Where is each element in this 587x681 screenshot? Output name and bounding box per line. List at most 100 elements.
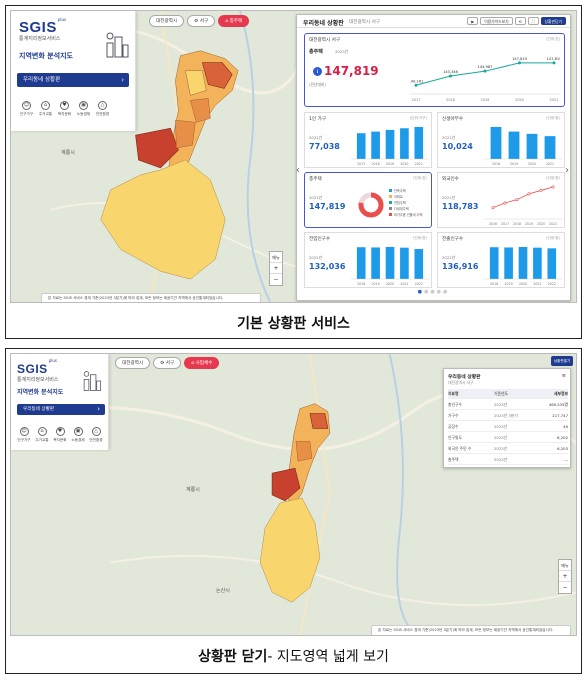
- tab-indicator[interactable]: ⌂ 사업체수: [184, 357, 220, 369]
- row-label: 총주택: [448, 457, 459, 462]
- choropleth-districts-wide: [259, 403, 331, 603]
- bar: [526, 133, 538, 159]
- dashboard-title: 우리동네 상황판: [303, 20, 344, 27]
- zoom-out-button[interactable]: −: [273, 276, 279, 283]
- data-point: [552, 61, 556, 65]
- tick-label: 2021: [549, 222, 557, 226]
- indicator-card[interactable]: 외국인수 (단위:명) 2021년 118,783 2016 2017 2018 201…: [437, 172, 565, 228]
- donut-slice: [358, 192, 384, 218]
- tick-label: 2016: [489, 222, 497, 226]
- legend-label: 비거주용 건물내 주택: [394, 212, 422, 217]
- left-panel: SGISplus 통계지리정보서비스 지역변화 분석지도 우리동네 상황판 › ☺…: [11, 11, 136, 131]
- zoom-out-button[interactable]: −: [562, 584, 568, 591]
- heart-icon: ♥: [60, 101, 69, 110]
- zoom-in-button[interactable]: +: [559, 571, 571, 582]
- tick-label: 2021: [400, 282, 408, 286]
- heart-icon: ♥: [55, 427, 65, 436]
- data-point: [551, 185, 555, 189]
- play-button[interactable]: ▶: [467, 17, 479, 25]
- category-toolbar: ☺ 인구가구 ⌂ 주거교통 ♥ 복지문화 ▣ 노동경제 △ 안전환경: [17, 101, 112, 117]
- indicator-card[interactable]: 총주택 (단위:호) 2021년 147,819 단독주택 아파트 연립주택 다세대주택…: [304, 172, 432, 228]
- tab-city[interactable]: 대전광역시: [149, 15, 185, 27]
- tab-city[interactable]: 대전광역시: [115, 357, 151, 369]
- data-point: [539, 188, 543, 192]
- status-table-header: 지표명 기준년도 세부정보: [448, 389, 568, 399]
- fullscreen-icon[interactable]: ⛶: [527, 17, 539, 25]
- card-title: 외국인수: [442, 177, 459, 182]
- status-table-row: 총인구수 2023년 469,535명: [448, 400, 568, 410]
- tool-safety[interactable]: △ 안전환경: [89, 427, 103, 442]
- tool-safety[interactable]: △ 안전환경: [95, 101, 110, 116]
- status-panel: 우리동네 상황판 대전광역시 서구 ≡ 지표명 기준년도 세부정보 총인구수 2023년…: [443, 368, 571, 468]
- tick-label: 2017: [412, 98, 421, 102]
- data-point: [503, 201, 507, 205]
- status-table-row: 가구수 2023년 3분기 217,747: [448, 411, 568, 421]
- region-tabs: 대전광역시 ⚙ 서구 ⌂ 총주택: [149, 15, 250, 27]
- bar: [414, 249, 424, 279]
- next-arrow-icon[interactable]: ›: [565, 165, 569, 176]
- row-value: 6,203: [557, 446, 568, 451]
- open-dashboard-button[interactable]: 상황판열기: [551, 356, 573, 366]
- row-value: 49: [563, 424, 568, 429]
- menu-icon[interactable]: ≡: [561, 373, 566, 379]
- warning-icon: △: [91, 427, 101, 436]
- status-table-row: 외국인 주민 수 2023년 6,203: [448, 444, 568, 454]
- neighborhood-dashboard-button[interactable]: 우리동네 상황판 ›: [17, 404, 105, 415]
- zoom-menu-button[interactable]: 메뉴: [270, 252, 282, 263]
- main-year: 2023년: [335, 49, 349, 54]
- indicator-card[interactable]: 전출인구수 (단위:명) 2022년 136,916 2018 2019 2020 20…: [437, 232, 565, 288]
- legend-label: 아파트: [394, 194, 403, 199]
- tab-district[interactable]: ⚙ 서구: [187, 15, 216, 27]
- legend-label: 단독주택: [394, 188, 406, 193]
- row-year: 2023년: [494, 457, 508, 462]
- prev-arrow-icon[interactable]: ‹: [296, 165, 300, 176]
- map-notice: 본 자료는 SGIS 서비스 경계 기준(2023년 3분기)에 따라 집계, …: [371, 625, 571, 635]
- tool-population[interactable]: ☺ 인구가구: [19, 101, 34, 116]
- pagination-dots[interactable]: ●●●●●: [417, 289, 450, 295]
- tick-label: 2019: [481, 98, 490, 102]
- zoom-in-button[interactable]: +: [270, 263, 282, 274]
- tool-economy[interactable]: ▣ 노동경제: [71, 427, 85, 442]
- sgis-logo[interactable]: SGISplus 통계지리정보서비스: [19, 17, 67, 42]
- map-place-label: 계룡시: [186, 487, 200, 493]
- page-title: 지역변화 분석지도: [17, 389, 64, 396]
- bar: [356, 247, 366, 279]
- zoom-menu-button[interactable]: 메뉴: [559, 560, 571, 571]
- tab-district[interactable]: ⚙ 서구: [153, 357, 182, 369]
- indicator-card[interactable]: 전입인구수 (단위:명) 2022년 132,036 2018 2019 2020 20…: [304, 232, 432, 288]
- tool-housing[interactable]: ⌂ 주거교통: [35, 427, 49, 442]
- tab-indicator[interactable]: ⌂ 총주택: [218, 15, 250, 27]
- tick-label: 2021: [415, 162, 423, 166]
- data-label: 147,819: [512, 57, 528, 61]
- legend-label: 연립주택: [394, 200, 406, 205]
- tool-welfare[interactable]: ♥ 복지문화: [57, 101, 72, 116]
- guide-button[interactable]: 이용가이드보기: [480, 17, 513, 25]
- card-unit: (단위:명): [546, 176, 560, 180]
- tool-population[interactable]: ☺ 인구가구: [17, 427, 31, 442]
- map-area-wide[interactable]: 계룡시 논산시: [11, 354, 576, 635]
- card-chart: 2016 2017 2018 2019 2020 2021: [484, 185, 562, 226]
- main-unit: (단위:호): [546, 37, 560, 41]
- row-value: 세부정보: [554, 391, 568, 396]
- main-indicator-card[interactable]: 대전광역시 서구 (단위:호) 총주택 2023년 i 147,819 (전년대비…: [304, 33, 565, 107]
- tool-economy[interactable]: ▣ 노동경제: [76, 101, 91, 116]
- warning-icon: △: [98, 101, 107, 110]
- row-value: 8,202: [557, 435, 568, 440]
- refresh-icon[interactable]: ⟲: [514, 17, 526, 25]
- neighborhood-dashboard-button[interactable]: 우리동네 상황판 ›: [17, 73, 129, 87]
- tool-housing[interactable]: ⌂ 주거교통: [38, 101, 53, 116]
- row-year: 2023년: [494, 435, 508, 440]
- data-label: 143,346: [443, 70, 459, 74]
- tick-label: 2022: [415, 282, 423, 286]
- tick-label: 2018: [492, 162, 500, 166]
- bar: [533, 247, 542, 279]
- close-dashboard-button[interactable]: 상황판닫기: [540, 17, 566, 25]
- indicator-card[interactable]: 1인 가구 (단위:가구) 2021년 77,038 2017 2018 2019 20…: [304, 112, 432, 168]
- sgis-logo[interactable]: SGISplus 통계지리정보서비스: [17, 358, 59, 383]
- card-value: 118,783: [442, 202, 479, 211]
- card-chart: 2018 2019 2020 2021: [484, 127, 562, 166]
- series-line: [492, 186, 554, 208]
- tool-welfare[interactable]: ♥ 복지문화: [53, 427, 67, 442]
- indicator-card[interactable]: 신생아부수 (단위:명) 2021년 10,024 2018 2019 2020 202…: [437, 112, 565, 168]
